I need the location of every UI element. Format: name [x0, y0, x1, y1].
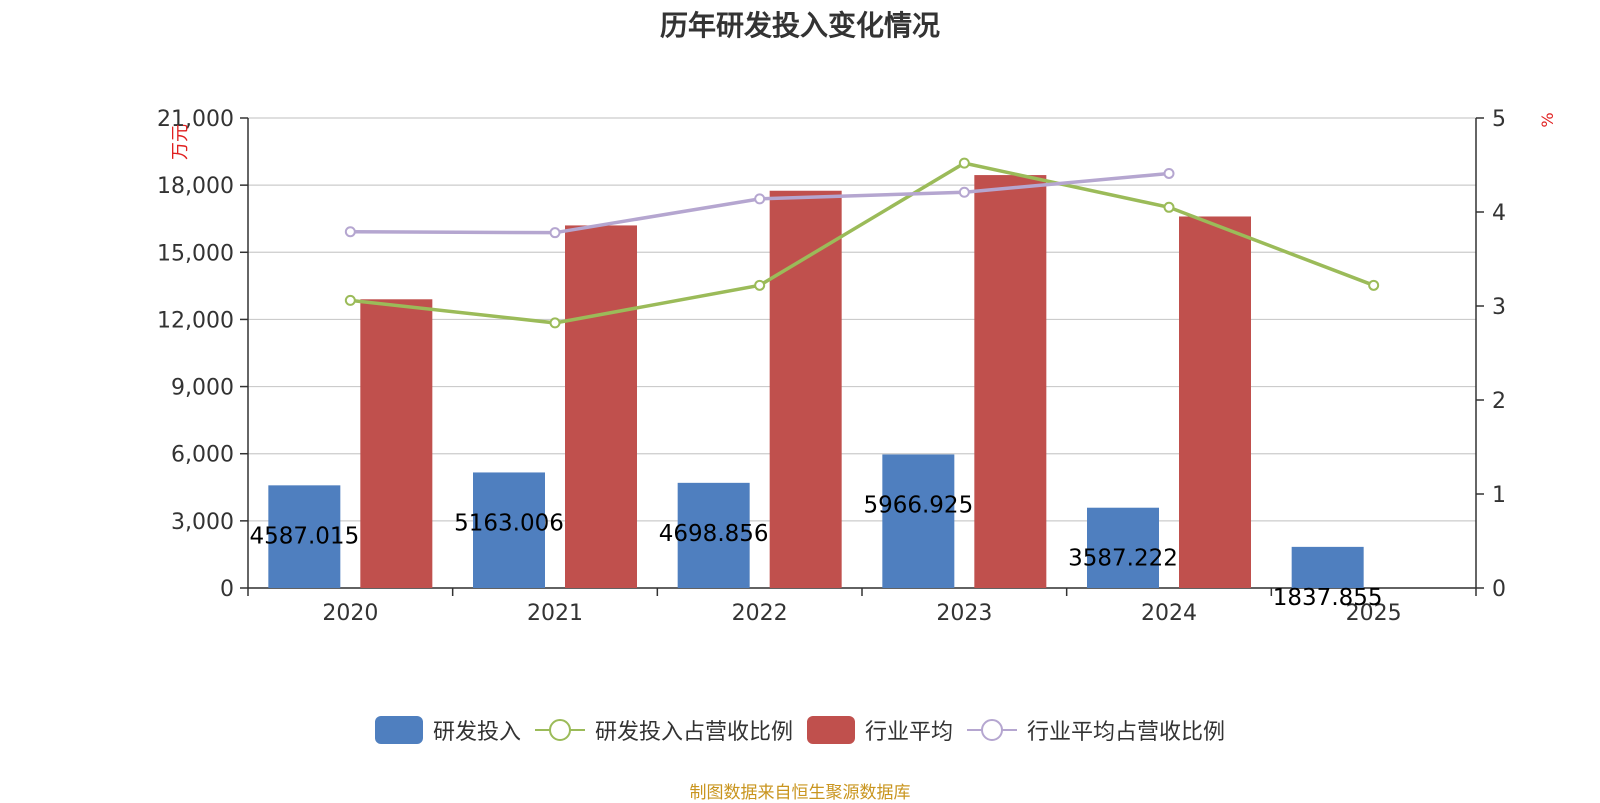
legend-item-rd-investment[interactable]: 研发投入: [374, 714, 521, 746]
left-axis-tick-label: 18,000: [157, 174, 234, 199]
bar-data-label: 4698.856: [659, 521, 769, 547]
right-axis-unit-label: %: [1538, 112, 1557, 127]
legend-label-rd-investment: 研发投入: [432, 720, 521, 745]
bar: [769, 190, 842, 588]
bar: [1179, 216, 1251, 588]
line-point: [958, 186, 970, 198]
bar: [1087, 507, 1159, 588]
right-axis-tick-label: 3: [1492, 295, 1506, 320]
line-point: [344, 294, 356, 306]
legend-swatch-rd-investment: [374, 716, 423, 744]
bar: [1291, 546, 1364, 588]
line-point: [958, 157, 970, 169]
data-source-footer: 制图数据来自恒生聚源数据库: [689, 783, 911, 803]
legend-item-rd-ratio[interactable]: 研发投入占营收比例: [534, 714, 793, 746]
legend-label-industry-ratio: 行业平均占营收比例: [1027, 720, 1226, 745]
bar-data-label: 5163.006: [454, 510, 564, 536]
bar-data-label: 5966.925: [863, 492, 973, 518]
right-axis-tick-label: 1: [1492, 483, 1506, 508]
line-point: [1163, 167, 1175, 179]
legend-label-rd-ratio: 研发投入占营收比例: [594, 720, 793, 745]
line-point: [754, 279, 766, 291]
line-point: [1163, 201, 1175, 213]
left-axis-tick-label: 6,000: [171, 443, 234, 468]
x-axis-tick-label: 2023: [936, 601, 992, 626]
line-point: [754, 193, 766, 205]
legend: 研发投入 研发投入占营收比例 行业平均 行业平均占营收比例: [0, 714, 1600, 746]
right-axis-tick-label: 5: [1492, 107, 1506, 132]
bar: [565, 225, 637, 588]
legend-line-marker-rd-ratio: [534, 719, 585, 741]
right-axis-tick-label: 2: [1492, 389, 1506, 414]
left-axis-tick-label: 21,000: [157, 107, 234, 132]
bar: [268, 485, 341, 588]
left-axis-tick-label: 0: [220, 577, 234, 602]
right-axis-tick-label: 0: [1492, 577, 1506, 602]
legend-line-marker-industry-ratio: [967, 719, 1018, 741]
legend-label-industry-average: 行业平均: [865, 720, 954, 745]
chart-area: 0 3,000 6,000 9,000 12,000 15,000 18,000 21,000…: [157, 107, 1557, 626]
bar-data-label: 4587.015: [249, 523, 359, 549]
left-axis-tick-label: 12,000: [157, 308, 234, 333]
legend-item-industry-average[interactable]: 行业平均: [807, 714, 953, 746]
bar: [473, 472, 545, 588]
x-axis-tick-label: 2022: [732, 601, 788, 626]
line-point: [549, 317, 561, 329]
x-axis-tick-label: 2020: [322, 601, 378, 626]
bar: [677, 482, 750, 588]
line-point: [549, 227, 561, 239]
x-axis-tick-label: 2021: [527, 601, 583, 626]
bar-data-label: 1837.855: [1273, 585, 1383, 611]
bar: [360, 299, 433, 588]
right-axis-tick-label: 4: [1492, 201, 1506, 226]
left-axis-tick-label: 3,000: [171, 510, 234, 535]
legend-swatch-industry-average: [807, 716, 855, 744]
bar: [882, 454, 955, 588]
left-axis-tick-label: 9,000: [171, 376, 234, 401]
line-point: [1368, 279, 1380, 291]
x-axis-tick-label: 2025: [1346, 601, 1402, 626]
series-line: [350, 161, 1375, 325]
legend-item-industry-ratio[interactable]: 行业平均占营收比例: [967, 714, 1225, 746]
left-axis-unit-label: 万元: [170, 124, 191, 160]
bar: [974, 175, 1047, 589]
left-axis-tick-label: 15,000: [157, 241, 234, 266]
chart-title: 历年研发投入变化情况: [659, 9, 940, 42]
line-point: [344, 226, 356, 238]
bar-data-label: 3587.222: [1068, 546, 1178, 572]
x-axis-tick-label: 2024: [1141, 601, 1197, 626]
